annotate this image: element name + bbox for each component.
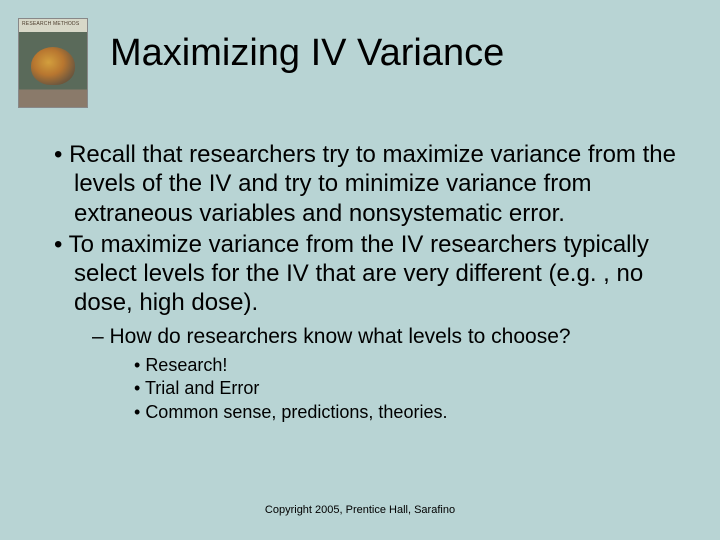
slide-title: Maximizing IV Variance	[110, 32, 504, 75]
book-cover-image	[18, 18, 88, 108]
bullet-level1: Recall that researchers try to maximize …	[74, 140, 690, 228]
bullet-level3: Trial and Error	[148, 377, 690, 400]
bullet-level3: Common sense, predictions, theories.	[148, 401, 690, 424]
copyright-footer: Copyright 2005, Prentice Hall, Sarafino	[0, 504, 720, 516]
bullet-level1: To maximize variance from the IV researc…	[74, 230, 690, 318]
bullet-level3: Research!	[148, 354, 690, 377]
slide-content: Recall that researchers try to maximize …	[48, 140, 690, 424]
bullet-level2: How do researchers know what levels to c…	[110, 324, 690, 350]
